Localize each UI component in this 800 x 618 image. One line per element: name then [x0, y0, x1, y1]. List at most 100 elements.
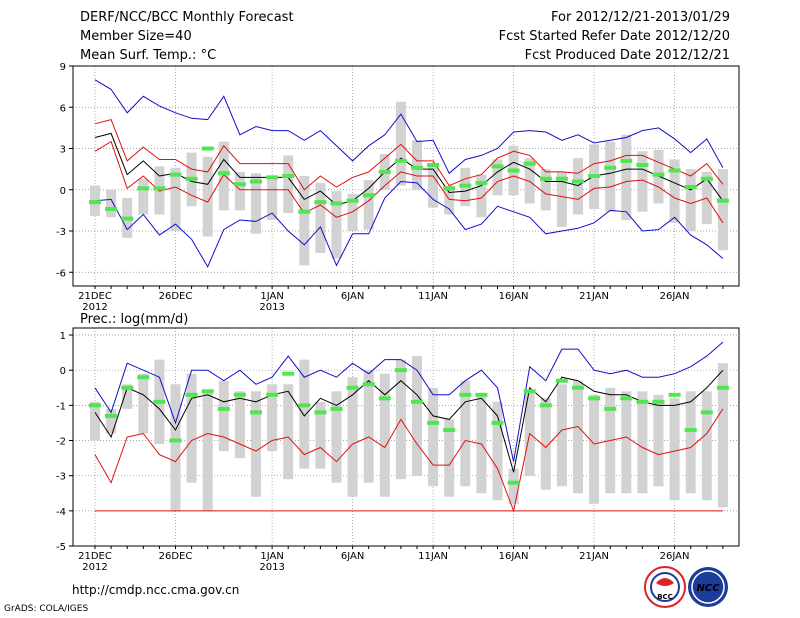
spread-box: [331, 191, 342, 259]
spread-box: [428, 387, 439, 487]
y-tick-label: 0: [60, 366, 66, 377]
observed-marker: [475, 392, 488, 397]
observed-marker: [572, 179, 584, 184]
x-tick-label: 6JAN: [341, 291, 364, 302]
spread-box: [315, 401, 326, 469]
observed-marker: [716, 385, 729, 390]
observed-marker: [588, 396, 601, 401]
x-tick-label: 6JAN: [341, 551, 364, 562]
spread-box: [331, 391, 342, 483]
y-tick-label: -3: [56, 472, 66, 483]
spread-box: [717, 169, 728, 251]
observed-marker: [604, 406, 617, 411]
source-url[interactable]: http://cmdp.ncc.cma.gov.cn: [72, 583, 240, 597]
observed-marker: [250, 179, 262, 184]
observed-marker: [700, 176, 713, 181]
observed-marker: [588, 174, 601, 178]
observed-marker: [298, 209, 311, 214]
y-tick-label: -5: [56, 542, 66, 553]
observed-marker: [378, 396, 391, 401]
x-tick-label: 1JAN: [260, 291, 283, 302]
x-tick-label: 1JAN: [260, 551, 283, 562]
x-tick-label: 11JAN: [418, 291, 448, 302]
spread-box: [524, 158, 535, 204]
observed-marker: [250, 410, 262, 415]
observed-marker: [555, 378, 568, 383]
x-tick-year: 2013: [259, 302, 284, 313]
spread-box: [685, 169, 696, 231]
top-variable-label: Mean Surf. Temp.: °C: [80, 48, 217, 63]
spread-box: [347, 193, 358, 231]
spread-box: [412, 140, 422, 190]
spread-box: [492, 159, 503, 196]
observed-marker: [411, 165, 423, 170]
observed-marker: [89, 403, 101, 408]
plot-frame: [72, 327, 740, 547]
observed-marker: [427, 163, 440, 167]
x-tick-label: 16JAN: [499, 551, 529, 562]
spread-box: [444, 185, 455, 215]
spread-box: [363, 180, 374, 230]
observed-marker: [137, 375, 150, 380]
x-tick-label: 11JAN: [418, 551, 448, 562]
observed-marker: [459, 392, 472, 397]
observed-marker: [636, 399, 649, 404]
observed-marker: [346, 385, 359, 390]
observed-marker: [185, 392, 198, 397]
spread-box: [395, 101, 406, 186]
series-line-max: [94, 79, 724, 175]
observed-marker: [507, 168, 520, 173]
x-tick-label: 21JAN: [579, 291, 609, 302]
observed-marker: [185, 176, 198, 181]
observed-marker: [314, 200, 327, 205]
spread-box: [605, 141, 616, 212]
spread-box: [379, 373, 390, 497]
x-tick-label: 21DEC: [78, 291, 112, 302]
observed-marker: [668, 168, 681, 173]
spread-box: [669, 398, 680, 501]
spread-box: [589, 394, 600, 504]
series-line-p90: [94, 119, 724, 191]
x-tick-label: 26DEC: [159, 291, 193, 302]
y-tick-label: 9: [60, 62, 66, 73]
observed-marker: [539, 176, 552, 181]
spread-box: [621, 134, 632, 220]
observed-marker: [652, 399, 665, 404]
observed-marker: [443, 427, 456, 432]
x-tick-label: 16JAN: [499, 291, 529, 302]
spread-box: [218, 141, 229, 211]
x-tick-label: 21JAN: [579, 551, 609, 562]
observed-marker: [716, 198, 729, 203]
spread-box: [234, 391, 245, 459]
member-size: Member Size=40: [80, 29, 192, 44]
series-line-mean: [94, 369, 724, 473]
observed-marker: [201, 389, 214, 394]
observed-marker: [620, 396, 633, 401]
observed-marker: [684, 185, 697, 189]
spread-box: [267, 384, 278, 452]
series-line-p10: [94, 140, 724, 224]
x-tick-year: 2013: [259, 562, 284, 573]
spread-box: [444, 419, 455, 497]
observed-marker: [169, 172, 182, 177]
chart-title: DERF/NCC/BCC Monthly Forecast: [80, 10, 294, 25]
y-tick-label: -3: [56, 227, 66, 238]
spread-box: [234, 171, 245, 211]
spread-box: [138, 373, 149, 434]
spread-box: [106, 189, 117, 218]
spread-box: [106, 408, 117, 434]
spread-box: [202, 391, 213, 511]
y-tick-label: 6: [60, 103, 66, 114]
x-tick-label: 26JAN: [660, 291, 690, 302]
spread-box: [299, 359, 310, 469]
observed-marker: [394, 368, 407, 373]
observed-marker: [652, 172, 665, 177]
observed-marker: [620, 158, 633, 163]
observed-marker: [604, 165, 617, 170]
spread-box: [685, 391, 696, 494]
observed-marker: [330, 406, 343, 411]
y-tick-label: -6: [56, 268, 66, 279]
series-line-p10: [94, 408, 724, 513]
